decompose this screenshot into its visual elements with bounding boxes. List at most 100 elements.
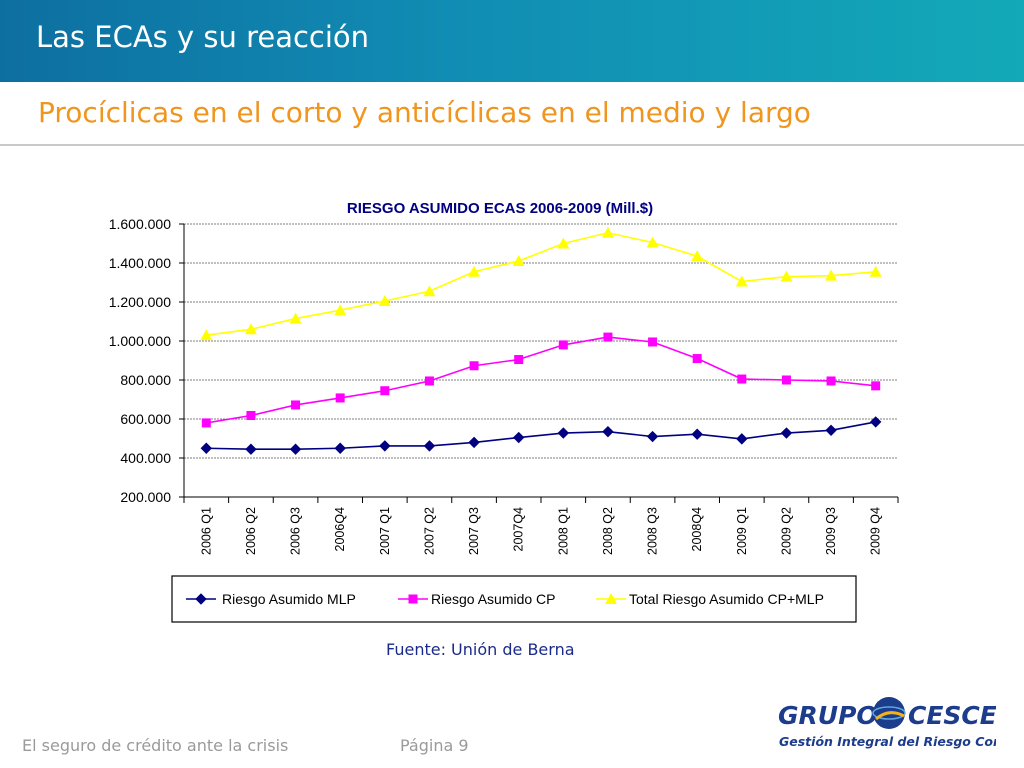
series-3 [200, 226, 882, 341]
data-point [423, 285, 436, 297]
legend-swatch-marker [195, 593, 207, 605]
data-point [692, 354, 702, 364]
chart-gridlines [184, 223, 898, 459]
legend-entry: Riesgo Asumido MLP [186, 591, 356, 607]
series-line [206, 421, 876, 451]
y-tick-label: 800.000 [120, 372, 171, 388]
header-banner: Las ECAs y su reacción [0, 0, 1024, 82]
data-point [646, 236, 659, 248]
data-point [423, 440, 436, 452]
data-point [646, 430, 659, 443]
x-tick-label: 2007 Q2 [422, 507, 436, 555]
y-tick-label: 400.000 [120, 450, 171, 466]
data-point [246, 410, 256, 420]
x-tick-label: 2009 Q1 [735, 507, 749, 555]
x-tick-label: 2008Q4 [690, 507, 704, 552]
data-point [335, 393, 345, 403]
data-point [200, 329, 213, 341]
series-2 [201, 332, 881, 428]
data-point [469, 361, 479, 371]
y-tick-label: 1.000.000 [109, 333, 171, 349]
chart-legend: Riesgo Asumido MLP Riesgo Asumido CP Total… [171, 575, 857, 623]
data-point [200, 442, 213, 454]
legend-entry: Riesgo Asumido CP [398, 591, 556, 607]
data-point [869, 265, 882, 277]
data-point [603, 332, 613, 342]
data-point [691, 428, 703, 440]
data-point [781, 375, 791, 385]
data-point [648, 337, 658, 347]
y-tick-label: 1.400.000 [109, 255, 171, 271]
legend-label: Riesgo Asumido MLP [222, 591, 356, 607]
data-point [378, 295, 391, 307]
data-point [468, 436, 480, 449]
series-1 [200, 416, 882, 455]
page-number: Página 9 [400, 736, 469, 755]
data-point [512, 431, 525, 444]
legend-label: Total Riesgo Asumido CP+MLP [629, 591, 824, 607]
data-point [289, 443, 302, 455]
x-tick-label: 2007 Q1 [378, 507, 392, 555]
x-tick-label: 2008 Q2 [601, 507, 615, 555]
x-tick-label: 2009 Q2 [779, 507, 793, 555]
data-point [468, 265, 481, 277]
data-point [289, 312, 302, 324]
chart-title: RIESGO ASUMIDO ECAS 2006-2009 (Mill.$) [347, 200, 653, 217]
chart-series [200, 226, 882, 455]
legend-label: Riesgo Asumido CP [431, 591, 556, 607]
data-point [245, 443, 257, 455]
x-tick-label: 2006Q4 [333, 507, 347, 552]
data-point [825, 269, 838, 281]
logo-tagline: Gestión Integral del Riesgo Comercial [779, 734, 996, 749]
legend-swatch-marker [408, 594, 418, 604]
footer-text: El seguro de crédito ante la crisis [22, 736, 289, 755]
x-tick-label: 2006 Q3 [289, 507, 303, 555]
grupo-cesce-logo: GRUPO CESCE Gestión Integral del Riesgo … [778, 697, 996, 749]
data-point [601, 226, 614, 238]
series-line [206, 231, 876, 336]
header-divider [0, 144, 1024, 146]
y-tick-label: 1.600.000 [109, 216, 171, 232]
data-point [557, 237, 570, 249]
slide-subtitle: Procíclicas en el corto y anticíclicas e… [38, 96, 811, 129]
data-point [514, 355, 524, 365]
source-note: Fuente: Unión de Berna [386, 640, 575, 659]
slide-title: Las ECAs y su reacción [36, 20, 370, 54]
data-point [558, 340, 568, 350]
data-point [736, 433, 748, 445]
x-tick-label: 2006 Q2 [244, 507, 258, 555]
y-tick-label: 600.000 [120, 411, 171, 427]
legend-box [171, 575, 857, 623]
x-axis-ticks: 2006 Q1 2006 Q2 2006 Q3 2006Q4 2007 Q1 2007 Q… [183, 497, 899, 555]
data-point [869, 416, 882, 428]
data-point [691, 250, 704, 262]
x-tick-label: 2006 Q1 [199, 507, 213, 555]
x-tick-label: 2007Q4 [512, 507, 526, 552]
data-point [735, 275, 748, 287]
globe-icon [872, 697, 906, 729]
data-point [379, 440, 391, 452]
data-point [424, 376, 434, 386]
y-tick-label: 1.200.000 [109, 294, 171, 310]
data-point [825, 424, 837, 437]
data-point [244, 323, 257, 335]
data-point [871, 381, 881, 391]
logo-left-word: GRUPO [778, 701, 878, 730]
x-tick-label: 2008 Q3 [646, 507, 660, 555]
data-point [291, 400, 301, 410]
series-line [206, 336, 876, 424]
y-tick-label: 200.000 [120, 489, 171, 505]
data-point [201, 418, 211, 428]
legend-entry: Total Riesgo Asumido CP+MLP [596, 591, 824, 607]
data-point [826, 376, 836, 386]
x-tick-label: 2007 Q3 [467, 507, 481, 555]
data-point [780, 427, 793, 439]
data-point [512, 255, 525, 267]
data-point [602, 425, 614, 438]
data-point [557, 427, 570, 439]
legend-swatch-marker [605, 593, 617, 604]
y-axis-ticks: 200.000 400.000 600.000 800.000 1.000.000 1.2… [109, 216, 184, 505]
x-tick-label: 2008 Q1 [556, 507, 570, 555]
data-point [334, 304, 347, 316]
